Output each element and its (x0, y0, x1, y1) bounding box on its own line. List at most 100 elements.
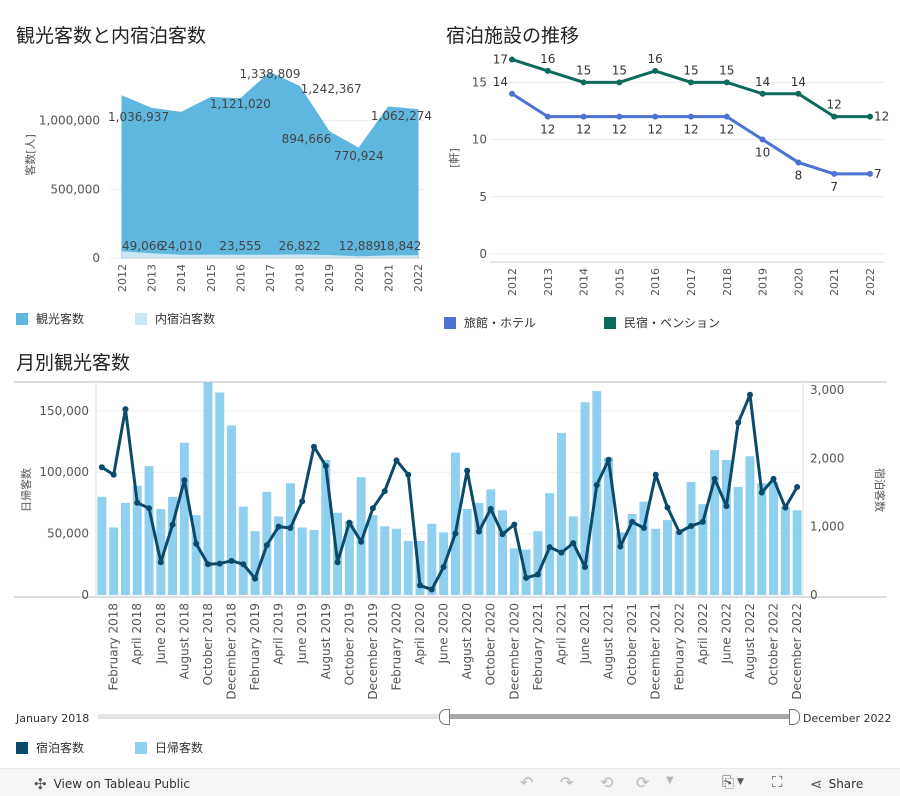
left-y-tick-label: 0 (81, 588, 89, 602)
left-y-tick-label: 100,000 (39, 465, 89, 479)
data-label: 1,036,937 (108, 110, 169, 124)
data-point (580, 79, 587, 86)
slider-handle-end[interactable] (789, 709, 800, 725)
right-y-axis-label: 宿泊客数 (873, 468, 887, 512)
slider-start-label: January 2018 (16, 712, 90, 725)
data-label: 1,338,809 (239, 67, 300, 81)
date-range-slider[interactable] (98, 709, 800, 725)
line-point (782, 504, 789, 511)
x-tick-label: 2014 (578, 268, 591, 296)
fullscreen-icon: ⛶ (772, 773, 783, 791)
data-label: 15 (576, 63, 591, 77)
line-point (511, 521, 518, 528)
bar-daytrip (179, 442, 189, 595)
legend-tourists[interactable]: 観光客数 (16, 310, 84, 327)
x-tick-label: 2019 (757, 268, 770, 296)
line-point (417, 582, 424, 589)
data-label: 49,066 (122, 239, 164, 253)
line-point (746, 391, 753, 398)
data-point (509, 56, 515, 63)
share-button[interactable]: ⋖ Share (810, 775, 863, 793)
download-button[interactable]: ⎘ ▼ (722, 773, 744, 791)
undo-button[interactable]: ↶ (520, 773, 533, 792)
line-point (487, 505, 494, 512)
x-tick-label: 2012 (506, 268, 519, 296)
slider-end-label: December 2022 (803, 712, 892, 725)
right-y-tick-label: 0 (810, 588, 818, 602)
bar-daytrip (498, 510, 508, 595)
line-point (110, 471, 117, 478)
data-point (652, 113, 659, 120)
y-axis-label: 客数[人] (23, 134, 37, 176)
view-on-tableau-public-link[interactable]: ✣ View on Tableau Public (34, 775, 190, 793)
left-y-tick-label: 50,000 (47, 527, 89, 541)
x-tick-label: 2014 (175, 264, 188, 292)
bar-daytrip (674, 531, 684, 595)
line-point (369, 505, 376, 512)
legend-label-overnight: 内宿泊客数 (155, 312, 216, 326)
x-tick-label: February 2019 (248, 603, 262, 691)
slider-track[interactable] (98, 714, 444, 719)
legend-daytrip[interactable]: 日帰客数 (135, 739, 203, 756)
bar-daytrip (568, 516, 578, 595)
fullscreen-button[interactable]: ⛶ (772, 773, 783, 791)
monthly-chart-title: 月別観光客数 (16, 352, 131, 374)
slider-selected-range[interactable] (444, 714, 794, 719)
right-y-tick-label: 3,000 (810, 383, 844, 397)
legend-overnight-monthly[interactable]: 宿泊客数 (16, 739, 84, 756)
legend-minshuku[interactable]: 民宿・ペンション (604, 314, 720, 331)
bar-daytrip (533, 531, 543, 595)
y-tick-label: 500,000 (50, 182, 100, 196)
legend-swatch-overnight (135, 312, 147, 325)
bar-daytrip (769, 482, 779, 595)
x-tick-label: August 2021 (602, 603, 616, 679)
redo-button[interactable]: ↷ (560, 773, 573, 792)
x-tick-label: 2019 (323, 264, 336, 292)
revert-button[interactable]: ⟲ (600, 773, 613, 792)
line-point (593, 481, 600, 488)
line-point (629, 518, 636, 525)
line-point (216, 560, 223, 567)
data-point (759, 136, 766, 143)
line-point (157, 559, 164, 566)
bar-daytrip (780, 506, 790, 595)
line-point (122, 406, 129, 413)
line-point (523, 574, 530, 581)
x-tick-label: 2016 (234, 264, 247, 292)
x-tick-label: April 2020 (413, 603, 427, 665)
revert-icon: ⟲ (600, 773, 614, 792)
bar-daytrip (285, 483, 295, 595)
data-label: 7 (830, 180, 838, 194)
line-point (605, 456, 612, 463)
data-label: 15 (612, 63, 627, 77)
data-label: 24,010 (160, 239, 202, 253)
bar-daytrip (156, 509, 166, 595)
data-label: 14 (493, 75, 508, 89)
legend-label-overnight-monthly: 宿泊客数 (36, 741, 85, 755)
forward-dropdown[interactable]: ▼ (666, 775, 674, 786)
line-point (711, 475, 718, 482)
data-label: 16 (540, 52, 555, 66)
x-tick-label: June 2019 (295, 603, 309, 665)
bar-daytrip (509, 548, 519, 595)
legend-overnight[interactable]: 内宿泊客数 (135, 310, 215, 327)
x-tick-label: April 2022 (696, 603, 710, 665)
slider-handle-start[interactable] (439, 709, 450, 725)
x-tick-label: October 2021 (625, 603, 639, 685)
y-tick-label: 1,000,000 (39, 114, 100, 128)
data-point (759, 90, 766, 97)
y-tick-label: 0 (92, 251, 100, 265)
data-point (544, 113, 551, 120)
legend-hotel[interactable]: 旅館・ホテル (444, 314, 536, 331)
data-point (616, 113, 623, 120)
forward-button[interactable]: ⟳ (636, 773, 649, 792)
bar-daytrip (109, 527, 119, 595)
data-point (544, 67, 551, 74)
line-point (240, 561, 247, 568)
x-tick-label: October 2018 (201, 603, 215, 685)
line-point (475, 528, 482, 535)
x-tick-label: 2016 (649, 268, 662, 296)
bar-daytrip (356, 477, 366, 595)
x-tick-label: December 2019 (366, 603, 380, 700)
data-label: 12 (683, 123, 698, 137)
